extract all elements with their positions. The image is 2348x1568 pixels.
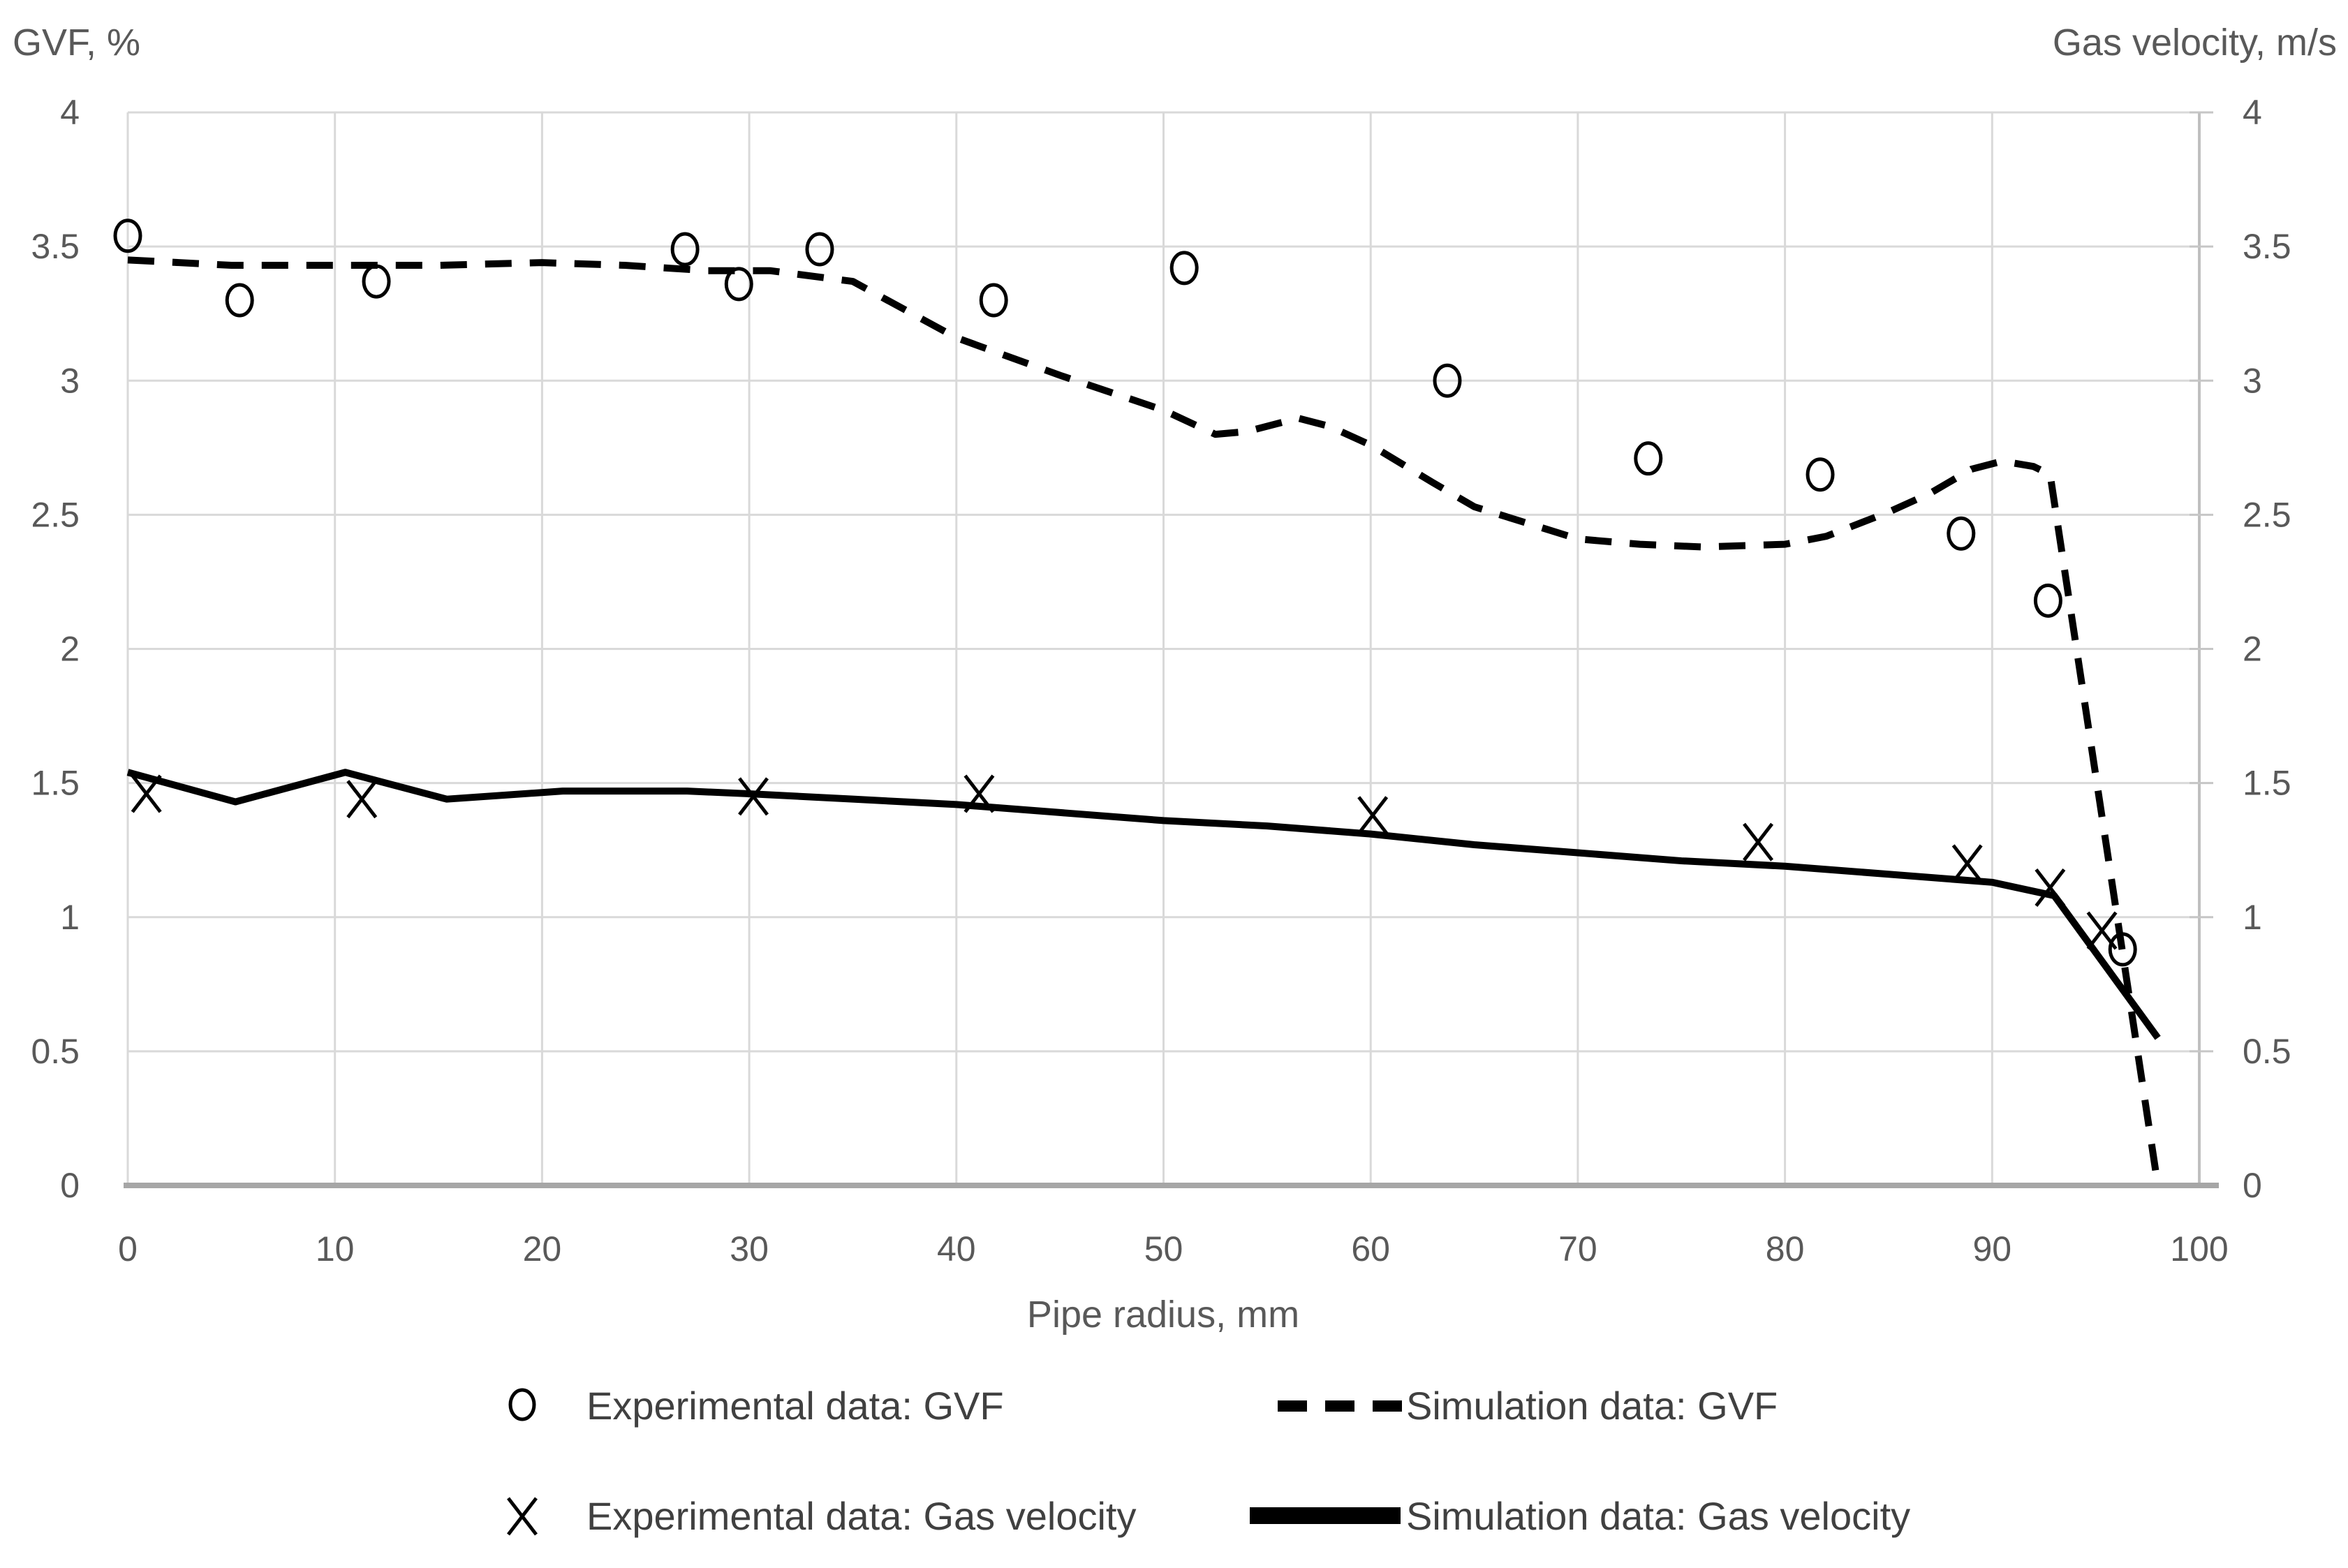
left-y-tick-label: 0.5 [31,1032,80,1071]
marker-circle-exp-gvf [1169,251,1199,286]
right-y-tick-label: 2.5 [2243,495,2291,534]
marker-circle-exp-gvf [225,283,254,318]
marker-x-exp-velocity [1357,796,1389,835]
right-y-tick-label: 4 [2243,93,2262,132]
legend-label-simulation-velocity: Simulation data: Gas velocity [1406,1494,1911,1538]
marker-circle-exp-gvf [724,267,753,302]
legend-label-experimental-gvf: Experimental data: GVF [586,1384,1004,1428]
left-y-tick-label: 2 [60,630,80,669]
left-y-tick-label: 0 [60,1166,80,1205]
right-y-tick-label: 2 [2243,630,2262,669]
x-tick-label: 40 [937,1229,976,1269]
x-axis-title: Pipe radius, mm [1026,1294,1300,1336]
x-tick-label: 20 [523,1229,562,1269]
x-tick-label: 10 [316,1229,355,1269]
x-tick-label: 80 [1766,1229,1805,1269]
right-y-tick-label: 1.5 [2243,764,2291,803]
marker-x-exp-velocity [2035,868,2066,908]
legend-label-experimental-velocity: Experimental data: Gas velocity [586,1494,1137,1538]
legend-label-simulation-gvf: Simulation data: GVF [1406,1384,1778,1428]
left-y-tick-label: 4 [60,93,80,132]
x-tick-label: 90 [1972,1229,2011,1269]
marker-circle-exp-gvf [805,232,834,267]
marker-x-exp-velocity [346,780,378,819]
x-tick-label: 0 [118,1229,138,1269]
legend-x-marker-icon [507,1497,538,1536]
x-tick-label: 70 [1558,1229,1597,1269]
left-y-tick-label: 1.5 [31,764,80,803]
x-tick-label: 100 [2170,1229,2228,1269]
right-axis-title: Gas velocity, m/s [2052,22,2337,64]
marker-x-exp-velocity [1743,822,1774,861]
marker-circle-exp-gvf [1806,457,1835,492]
legend-dashed-line-icon [1278,1400,1402,1412]
left-y-tick-label: 1 [60,898,80,937]
left-y-tick-label: 2.5 [31,495,80,534]
marker-circle-exp-gvf [979,283,1008,318]
right-y-tick-label: 1 [2243,898,2262,937]
series-line-simulation-data-gas-velocity [126,769,2161,1040]
marker-circle-exp-gvf [2033,583,2062,618]
marker-circle-exp-gvf [1433,363,1462,398]
left-axis-title: GVF, % [13,22,141,64]
marker-circle-exp-gvf [1634,441,1663,476]
left-y-tick-label: 3.5 [31,227,80,266]
marker-x-exp-velocity [1951,844,1983,883]
marker-circle-exp-gvf [1947,516,1976,551]
right-y-tick-label: 3.5 [2243,227,2291,266]
legend-circle-marker-icon [508,1388,536,1421]
right-y-tick-label: 3 [2243,361,2262,400]
marker-circle-exp-gvf [362,264,391,299]
marker-circle-exp-gvf [670,232,700,267]
right-y-tick-label: 0.5 [2243,1032,2291,1071]
series-line-simulation-data-gvf [127,256,2162,1186]
right-y-tick-label: 0 [2243,1166,2262,1205]
x-tick-label: 30 [730,1229,769,1269]
legend-solid-line-icon [1250,1507,1401,1524]
x-tick-label: 50 [1144,1229,1183,1269]
left-y-tick-label: 3 [60,361,80,400]
x-tick-label: 60 [1351,1229,1390,1269]
marker-circle-exp-gvf [113,219,142,253]
